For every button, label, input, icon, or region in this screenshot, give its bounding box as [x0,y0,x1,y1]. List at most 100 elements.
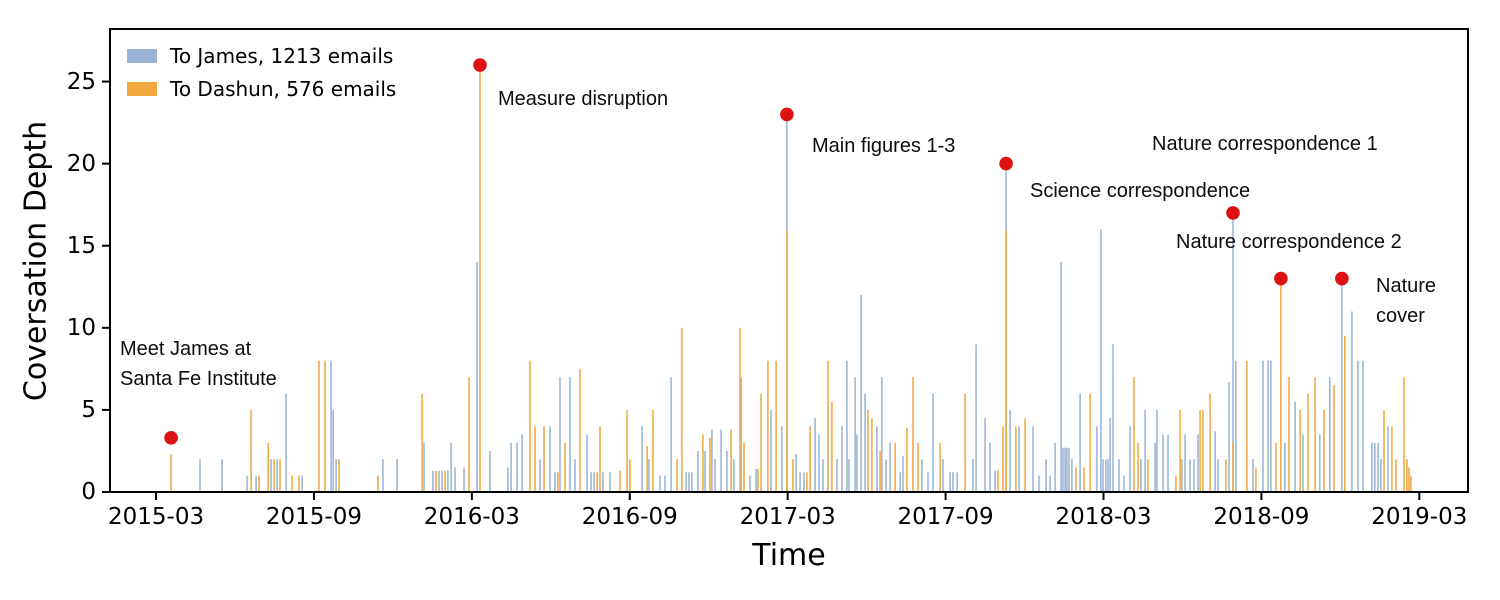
annotation-1: Meet James at Santa Fe Institute [120,334,277,394]
bar-james [770,409,772,491]
bar-james [199,459,201,491]
bar-james [733,459,735,491]
bar-dashun [421,393,423,491]
bar-james [1329,377,1331,491]
bar-james [714,459,716,491]
annotation-2: Measure disruption [498,84,668,114]
bar-james [664,475,666,491]
bar-james [1102,459,1104,491]
bar-dashun [291,475,293,491]
bar-james [921,459,923,491]
event-dot [1274,271,1288,286]
bar-james [1262,360,1264,491]
bar-dashun [273,459,275,491]
bar-dashun [626,409,628,491]
bar-dashun [760,393,762,491]
y-tick-label: 0 [81,479,96,505]
bar-dashun [1175,475,1177,491]
bar-james [659,475,661,491]
bar-james [952,472,954,491]
bar-dashun [250,409,252,491]
bar-dashun [1083,467,1085,491]
bar-james [450,442,452,491]
bar-dashun [939,442,941,491]
x-tick-label: 2016-03 [423,504,520,530]
bar-dashun [543,426,545,491]
bar-dashun [534,426,536,491]
bar-james [740,377,742,491]
bar-dashun [596,472,598,491]
bar-james [848,459,850,491]
bar-james [1341,278,1343,491]
bar-james [856,434,858,491]
bar-james [814,418,816,491]
bar-james [609,472,611,491]
bar-dashun [1137,442,1139,491]
bar-dashun [258,475,260,491]
bar-james [301,475,303,491]
bar-james [1377,442,1379,491]
x-tick-label: 2017-03 [739,504,836,530]
bar-james [864,393,866,491]
bar-james [382,459,384,491]
bar-dashun [1299,409,1301,491]
bar-james [507,467,509,491]
bar-james [432,470,434,491]
bar-james [476,262,478,491]
bar-james [255,475,257,491]
bar-james [648,459,650,491]
bar-dashun [652,409,654,491]
bar-james [1049,475,1051,491]
bar-james [539,459,541,491]
bar-dashun [676,459,678,491]
bar-james [927,472,929,491]
bar-dashun [629,459,631,491]
bar-james [1096,426,1098,491]
bar-dashun [743,442,745,491]
y-tick-label: 15 [66,232,96,259]
bar-dashun [579,368,581,491]
x-tick-label: 2017-09 [897,504,994,530]
legend-item-dashun: To Dashun, 576 emails [127,77,396,101]
bar-dashun [267,442,269,491]
bar-james [441,470,443,491]
bar-dashun [1225,459,1227,491]
bar-dashun [1015,426,1017,491]
bar-dashun [1307,393,1309,491]
bar-dashun [831,401,833,491]
legend-swatch-icon [127,49,157,63]
bar-dashun [1147,459,1149,491]
annotation-6: Nature correspondence 2 [1176,227,1402,257]
annotation-line: Nature [1376,275,1437,297]
bar-james [818,434,820,491]
annotation-7: Nature cover [1376,271,1436,331]
bar-james [1107,459,1109,491]
bar-james [704,451,706,491]
bar-dashun [468,377,470,491]
bar-dashun [279,459,281,491]
x-tick-label: 2019-03 [1371,504,1468,530]
legend: To James, 1213 emails To Dashun, 576 emai… [127,44,396,101]
bar-james [1167,434,1169,491]
bar-dashun [557,472,559,491]
bar-james [881,377,883,491]
bar-dashun [338,459,340,491]
bar-james [1302,434,1304,491]
bar-dashun [1246,360,1248,491]
bar-james [755,469,757,491]
bar-dashun [775,360,777,491]
bar-james [1197,434,1199,491]
bar-dashun [709,437,711,491]
bar-dashun [1002,426,1004,491]
bar-james [1193,459,1195,491]
bar-dashun [1403,377,1405,491]
bar-dashun [912,377,914,491]
bar-dashun [827,360,829,491]
bar-james [841,426,843,491]
annotation-line: Measure disruption [498,88,669,110]
bar-dashun [1395,459,1397,491]
bar-james [1118,459,1120,491]
bar-james [902,455,904,491]
bar-james [559,377,561,491]
